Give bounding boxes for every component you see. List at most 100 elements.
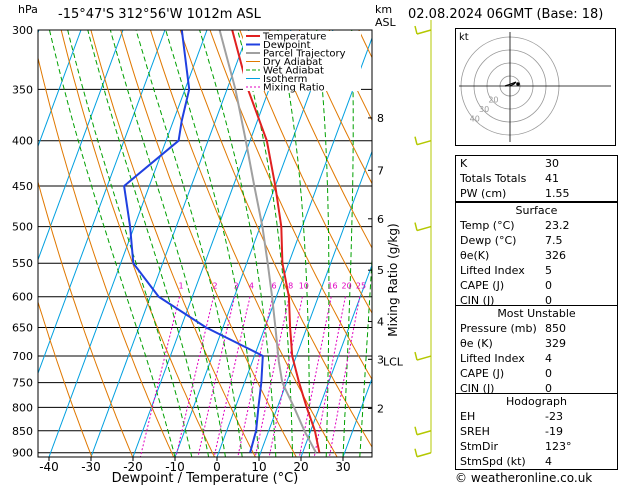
index-row: θe(K) 326 <box>456 248 617 263</box>
mixing-ratio-label: 10 <box>299 281 309 290</box>
altitude-km-label: 8 <box>377 112 384 125</box>
index-label: Temp (°C) <box>460 219 515 232</box>
wind-barb <box>416 29 432 35</box>
isotherm-line <box>48 30 208 457</box>
index-value: 0 <box>545 294 552 307</box>
run-datetime: 02.08.2024 06GMT (Base: 18) <box>408 7 604 22</box>
legend-entry: Parcel Trajectory <box>263 49 346 60</box>
dry-adiabat-line <box>150 30 338 457</box>
temperature-tick-label: 20 <box>293 460 308 474</box>
dry-adiabat-line <box>179 30 372 448</box>
mixing-ratio-label: 25 <box>356 281 366 290</box>
altitude-km-label: 2 <box>377 402 384 415</box>
index-label: StmDir <box>460 440 499 453</box>
isotherm-line <box>300 263 372 457</box>
isotherm-line <box>38 30 124 262</box>
wind-barb <box>416 452 432 458</box>
station-location: -15°47'S 312°56'W 1012m ASL <box>58 7 261 22</box>
index-row: K 30 <box>456 156 617 171</box>
dry-adiabat-line <box>90 30 256 457</box>
index-row: CIN (J) 0 <box>456 293 617 308</box>
hodograph-title: Hodograph <box>506 395 567 408</box>
index-label: CIN (J) <box>460 294 495 307</box>
wet-adiabat-line <box>67 30 193 457</box>
index-row: EH -23 <box>456 409 617 424</box>
index-label: CAPE (J) <box>460 279 505 292</box>
hodograph-ring-label: 20 <box>488 96 498 105</box>
dry-adiabat-line <box>298 30 372 185</box>
index-label: Totals Totals <box>460 172 527 185</box>
index-value: 329 <box>545 337 566 350</box>
index-value: 1.55 <box>545 187 570 200</box>
wind-barb <box>416 225 432 232</box>
index-value: 0 <box>545 279 552 292</box>
mixing-ratio-label: 3 <box>233 281 238 290</box>
dewpoint-line <box>123 30 264 453</box>
km-unit-label: km <box>375 3 393 16</box>
index-label: SREH <box>460 425 490 438</box>
profile-lines <box>123 30 321 454</box>
mixing-ratio-label: 1 <box>179 281 184 290</box>
pressure-tick-labels: 300 350 400 450 500 550 600 650 700 750 800 850 900 <box>12 24 33 460</box>
index-value: 850 <box>545 322 566 335</box>
mixing-ratio-line <box>268 296 303 457</box>
pressure-tick-label: 400 <box>12 135 33 148</box>
pressure-tick-label: 600 <box>12 291 33 304</box>
altitude-km-label: 5 <box>377 264 384 277</box>
wind-barb-flag <box>414 136 418 145</box>
x-axis-title: Dewpoint / Temperature (°C) <box>112 471 299 486</box>
dry-adiabat-line <box>38 180 134 457</box>
wind-barb-flag <box>414 448 418 457</box>
hodograph-ring-label: 30 <box>479 105 489 114</box>
pressure-tick-label: 800 <box>12 401 33 414</box>
index-label: PW (cm) <box>460 187 507 200</box>
index-row: CIN (J) 0 <box>456 381 617 396</box>
mixing-ratio-label: 6 <box>271 281 276 290</box>
index-value: -19 <box>545 425 563 438</box>
index-row: CAPE (J) 0 <box>456 278 617 293</box>
dry-adiabat-line <box>358 30 372 59</box>
index-value: 41 <box>545 172 559 185</box>
index-label: CIN (J) <box>460 382 495 395</box>
temperature-tick-label: -20 <box>123 460 143 474</box>
wet-adiabat-line <box>359 250 372 457</box>
dry-adiabat-line <box>60 30 215 457</box>
temperature-tick-label: 10 <box>251 460 266 474</box>
wet-adiabat-line <box>277 30 310 457</box>
wind-barbs <box>414 20 432 458</box>
index-row: θe (K) 329 <box>456 336 617 351</box>
wet-adiabat-lines <box>49 30 372 457</box>
mixing-ratio-label: 4 <box>249 281 254 290</box>
wet-adiabat-line <box>109 30 226 457</box>
mixing-ratio-label: 16 <box>327 281 337 290</box>
skewt-chart: 300350400450500550600650700750800850900 … <box>12 20 455 486</box>
wet-adiabat-line <box>165 30 260 457</box>
index-value: 326 <box>545 249 566 262</box>
index-label: θe (K) <box>460 337 493 350</box>
mixing-ratio-label: 20 <box>342 281 352 290</box>
pressure-unit-label: hPa <box>18 3 38 16</box>
index-row: StmDir 123° <box>456 439 617 454</box>
dry-adiabat-line <box>448 30 455 457</box>
plot-frame <box>37 29 373 458</box>
legend-entry: Dewpoint <box>263 40 311 51</box>
pressure-tick-label: 900 <box>12 447 33 460</box>
mixing-ratio-label: 8 <box>288 281 293 290</box>
wet-adiabat-line <box>316 30 330 457</box>
index-label: CAPE (J) <box>460 367 505 380</box>
legend-entry: Mixing Ratio <box>263 83 325 94</box>
isotherm-line <box>38 30 166 375</box>
index-value: 4 <box>545 455 552 468</box>
index-value: 7.5 <box>545 234 563 247</box>
dry-adiabat-lines <box>38 30 455 457</box>
isotherm-line <box>132 30 292 457</box>
wind-barb-flag <box>414 426 418 435</box>
temperature-tick-labels: -40 -30 -20 -10 0 10 20 30 <box>39 457 351 474</box>
asl-unit-label: ASL <box>375 16 396 29</box>
isotherm-line <box>258 150 372 457</box>
index-value: 5 <box>545 264 552 277</box>
index-row: Totals Totals 41 <box>456 171 617 186</box>
wind-barb <box>416 430 432 436</box>
most-unstable-panel: Most Unstable Pressure (mb) 850 θe (K) 329 L… <box>455 305 618 397</box>
